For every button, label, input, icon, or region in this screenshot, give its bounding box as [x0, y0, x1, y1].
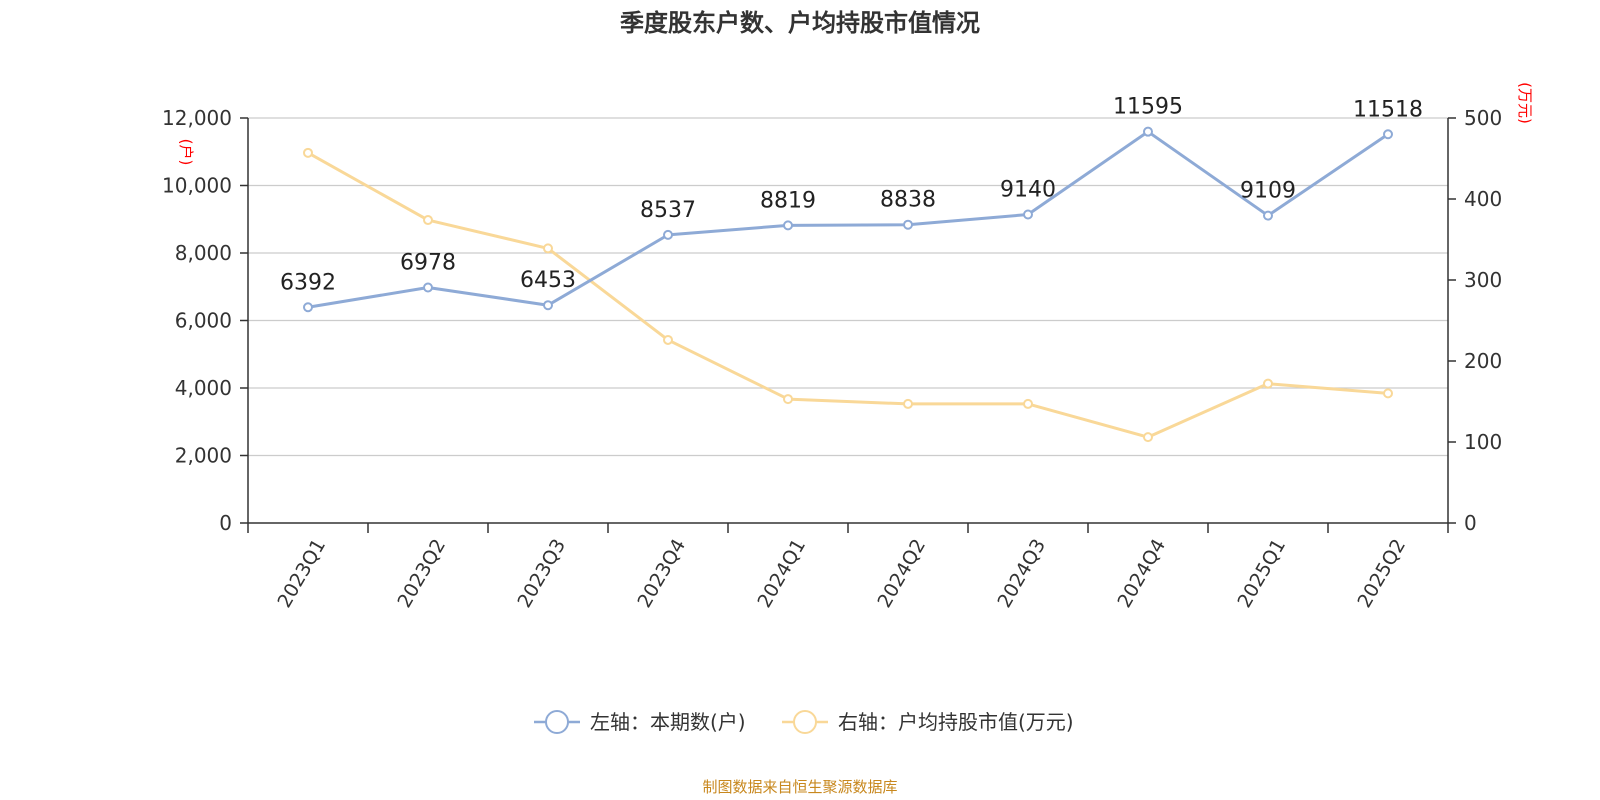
data-label: 6392 [280, 270, 336, 295]
x-tick-label: 2023Q2 [393, 535, 450, 611]
right-axis-unit: (万元) [1516, 82, 1534, 124]
data-label: 6453 [520, 268, 576, 293]
legend[interactable]: 左轴：本期数(户) 右轴：户均持股市值(万元) [534, 710, 1074, 734]
left-tick-label: 2,000 [175, 444, 232, 468]
series-line-left [307, 130, 1389, 309]
data-point-right[interactable] [1143, 432, 1153, 443]
data-point-right[interactable] [423, 215, 433, 226]
legend-label: 左轴：本期数(户) [590, 710, 746, 734]
data-label: 9140 [1000, 178, 1056, 203]
data-label: 8537 [640, 198, 696, 223]
right-tick-label: 300 [1464, 268, 1502, 292]
legend-item-left[interactable]: 左轴：本期数(户) [534, 710, 746, 734]
data-point-left[interactable] [423, 282, 433, 293]
data-point-right[interactable] [1023, 398, 1033, 409]
left-tick-label: 0 [219, 511, 232, 535]
series-group: 6392 6978 6453 8537 8819 8838 9140 11595 9109 115… [280, 95, 1423, 443]
data-label: 11518 [1353, 97, 1423, 122]
data-point-right[interactable] [1383, 388, 1393, 399]
data-point-left[interactable] [303, 302, 313, 313]
x-tick-label: 2024Q3 [993, 535, 1050, 611]
data-point-left[interactable] [1023, 209, 1033, 220]
left-tick-label: 6,000 [175, 309, 232, 333]
series-right [303, 147, 1393, 443]
legend-marker-icon [545, 710, 569, 734]
right-tick-label: 400 [1464, 187, 1502, 211]
left-tick-label: 12,000 [162, 106, 232, 130]
left-tick-label: 10,000 [162, 174, 232, 198]
left-tick-label: 8,000 [175, 241, 232, 265]
x-tick-label: 2024Q4 [1113, 535, 1170, 611]
data-point-left[interactable] [1263, 210, 1273, 221]
x-tick-label: 2025Q2 [1353, 535, 1410, 611]
data-point-right[interactable] [903, 398, 913, 409]
data-point-right[interactable] [303, 147, 313, 158]
axes: 0 2,000 4,000 6,000 8,000 10,000 12,000 0 100 200… [162, 106, 1502, 612]
left-tick-label: 4,000 [175, 376, 232, 400]
data-point-right[interactable] [663, 334, 673, 345]
data-label: 6978 [400, 250, 456, 275]
data-point-right[interactable] [783, 394, 793, 405]
data-point-right[interactable] [1263, 378, 1273, 389]
series-left: 6392 6978 6453 8537 8819 8838 9140 11595 9109 115… [280, 95, 1423, 313]
right-tick-label: 100 [1464, 430, 1502, 454]
data-point-left[interactable] [543, 300, 553, 311]
data-label: 11595 [1113, 95, 1183, 120]
x-tick-label: 2025Q1 [1233, 535, 1290, 611]
left-axis-unit: (户) [177, 139, 195, 166]
right-tick-label: 500 [1464, 106, 1502, 130]
right-tick-label: 0 [1464, 511, 1477, 535]
data-point-left[interactable] [663, 229, 673, 240]
data-point-left[interactable] [783, 220, 793, 231]
x-tick-label: 2024Q1 [753, 535, 810, 611]
chart-title: 季度股东户数、户均持股市值情况 [620, 9, 980, 37]
data-point-left[interactable] [903, 219, 913, 230]
data-label: 9109 [1240, 179, 1296, 204]
legend-label: 右轴：户均持股市值(万元) [838, 710, 1074, 734]
legend-item-right[interactable]: 右轴：户均持股市值(万元) [782, 710, 1074, 734]
x-tick-label: 2023Q1 [273, 535, 330, 611]
x-tick-label: 2023Q4 [633, 535, 690, 611]
legend-marker-icon [793, 710, 817, 734]
x-tick-label: 2023Q3 [513, 535, 570, 611]
series-line-right [307, 151, 1389, 439]
data-label: 8838 [880, 188, 936, 213]
x-tick-label: 2024Q2 [873, 535, 930, 611]
right-tick-label: 200 [1464, 349, 1502, 373]
data-point-right[interactable] [543, 243, 553, 254]
data-point-left[interactable] [1383, 129, 1393, 140]
data-point-left[interactable] [1143, 126, 1153, 137]
source-note: 制图数据来自恒生聚源数据库 [702, 778, 897, 796]
data-label: 8819 [760, 188, 816, 213]
grid-lines [248, 117, 1448, 457]
